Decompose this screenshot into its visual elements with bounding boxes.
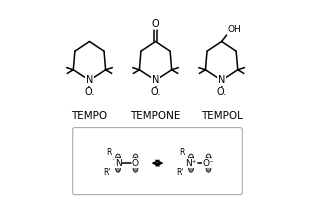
- Ellipse shape: [206, 154, 211, 163]
- Text: O: O: [132, 159, 139, 168]
- FancyBboxPatch shape: [73, 128, 242, 195]
- Text: O: O: [152, 19, 159, 29]
- Text: O.: O.: [150, 87, 161, 97]
- Text: O.: O.: [216, 87, 227, 97]
- Ellipse shape: [133, 164, 138, 172]
- Ellipse shape: [189, 164, 193, 172]
- Text: N: N: [86, 75, 93, 85]
- Text: O⁻: O⁻: [203, 159, 214, 168]
- Text: R: R: [106, 148, 112, 157]
- Ellipse shape: [116, 164, 121, 172]
- Text: OH: OH: [227, 25, 241, 34]
- Text: N: N: [115, 159, 121, 168]
- Text: TEMPONE: TEMPONE: [130, 111, 181, 121]
- Text: R: R: [179, 148, 185, 157]
- Text: TEMPO: TEMPO: [72, 111, 107, 121]
- Ellipse shape: [133, 154, 138, 163]
- Ellipse shape: [116, 154, 121, 163]
- Text: N: N: [218, 75, 225, 85]
- Text: N: N: [152, 75, 159, 85]
- Text: N⁺: N⁺: [185, 159, 197, 168]
- Text: R': R': [103, 168, 111, 177]
- Ellipse shape: [189, 154, 193, 163]
- Text: R': R': [176, 168, 183, 177]
- Ellipse shape: [206, 164, 211, 172]
- Text: O.: O.: [84, 87, 94, 97]
- Text: TEMPOL: TEMPOL: [201, 111, 243, 121]
